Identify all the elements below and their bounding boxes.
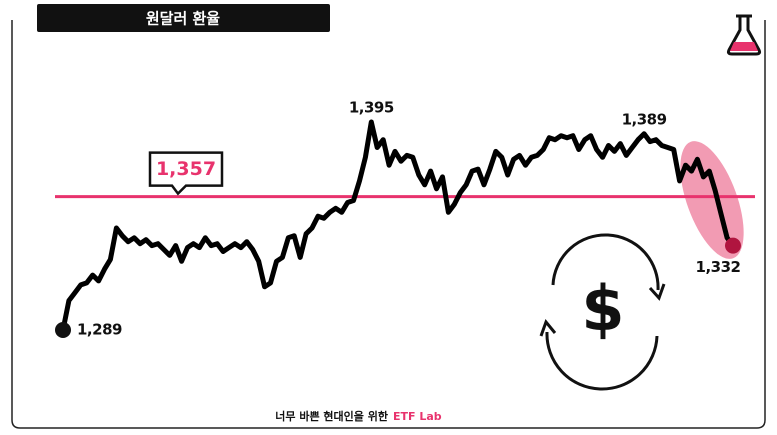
- end-dot: [725, 237, 741, 254]
- svg-text:$: $: [581, 272, 624, 345]
- frame: [11, 20, 766, 429]
- end-dot: [55, 322, 71, 338]
- value-label: 1,289: [77, 321, 122, 339]
- flask-icon: [726, 14, 762, 56]
- value-label: 1,389: [622, 110, 667, 128]
- highlight: [680, 141, 744, 259]
- title-box: [37, 4, 330, 32]
- dollar-icon: $: [539, 233, 666, 391]
- value-label: 1,332: [696, 258, 741, 276]
- callout-box: [148, 151, 224, 196]
- footer-text: 너무 바쁜 현대인을 위한: [275, 409, 388, 423]
- reference-label: 1,357: [156, 158, 216, 180]
- value-label: 1,395: [349, 99, 394, 117]
- line: [60, 119, 735, 331]
- footer-brand: ETF Lab: [393, 410, 442, 423]
- chart-title: 원달러 환율: [146, 10, 220, 28]
